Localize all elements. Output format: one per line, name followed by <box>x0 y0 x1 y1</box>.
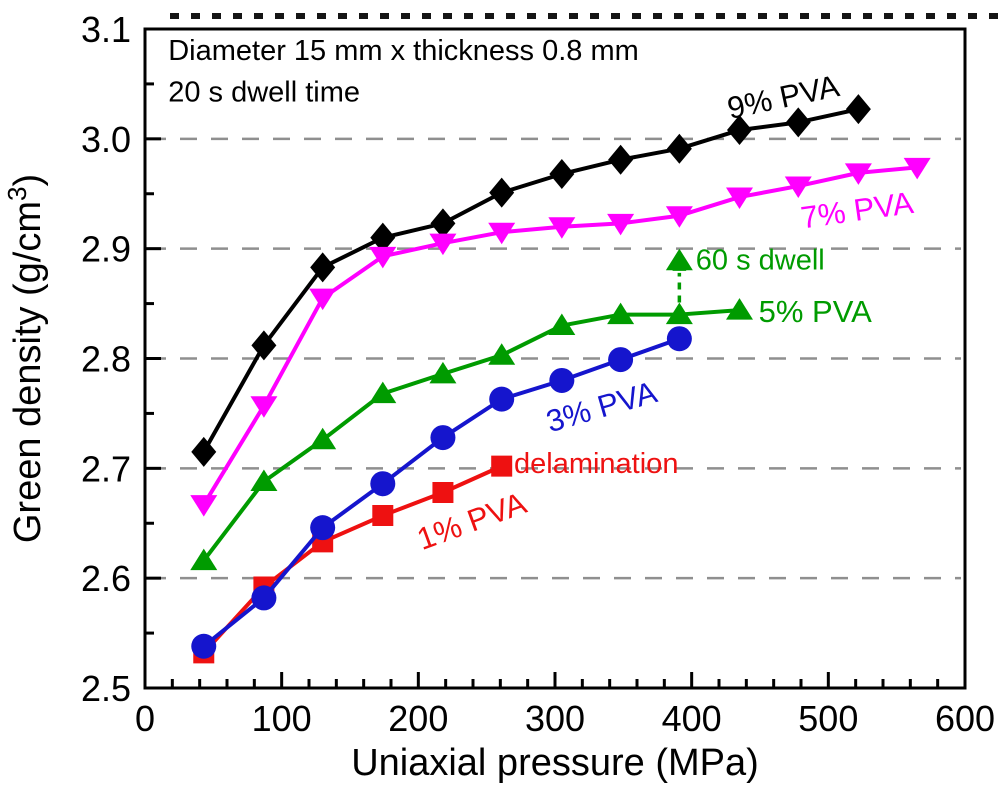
series-line <box>201 308 742 563</box>
marker-triangle-down <box>903 157 931 180</box>
series-line <box>201 107 861 454</box>
marker-triangle-down <box>726 187 753 210</box>
marker-triangle-down <box>488 222 516 245</box>
marker-diamond <box>549 158 575 189</box>
marker-diamond <box>666 133 692 164</box>
marker-triangle-up <box>488 343 516 365</box>
extra-point-60-s-dwell <box>665 248 693 271</box>
marker-circle <box>251 585 277 611</box>
marker-triangle-up <box>369 381 397 404</box>
y-tick-label: 3.0 <box>81 119 131 160</box>
marker-triangle-down <box>250 396 278 418</box>
x-tick-label: 0 <box>135 698 155 739</box>
marker-circle <box>489 386 515 412</box>
marker-circle <box>370 471 396 497</box>
series-1-pva <box>193 455 513 664</box>
marker-triangle-up <box>665 302 693 325</box>
marker-triangle-up <box>309 427 337 450</box>
x-tick-label: 600 <box>935 698 995 739</box>
marker-triangle-down <box>429 233 457 256</box>
y-tick-label: 2.5 <box>81 668 131 709</box>
marker-triangle-up <box>726 298 753 320</box>
series-5-pva <box>190 298 753 571</box>
marker-triangle-down <box>190 495 218 517</box>
marker-diamond <box>845 94 871 125</box>
y-tick-label: 2.8 <box>81 339 131 380</box>
series-7-pva <box>190 157 931 517</box>
marker-diamond <box>191 436 217 467</box>
x-tick-label: 400 <box>662 698 722 739</box>
y-axis-title: Green density (g/cm3) <box>2 174 49 543</box>
y-axis: 2.5 2.6 2.7 2.8 2.9 3.0 3.1 <box>81 9 161 709</box>
annotation-label-delam: delamination <box>514 448 678 480</box>
marker-diamond <box>727 115 752 146</box>
marker-triangle-up <box>429 361 457 384</box>
marker-triangle-down <box>369 246 397 269</box>
annotation-label-5-pva: 5% PVA <box>759 294 872 329</box>
annotation-info-line-1: Diameter 15 mm x thickness 0.8 mm <box>168 35 639 67</box>
marker-triangle-down <box>784 176 812 199</box>
marker-diamond <box>489 177 515 208</box>
marker-diamond <box>310 252 336 283</box>
y-tick-label: 3.1 <box>81 9 131 50</box>
marker-triangle-up <box>250 469 278 492</box>
series-9-pva <box>191 94 871 467</box>
marker-triangle-up <box>548 313 576 336</box>
annotation-info-line-2: 20 s dwell time <box>168 77 360 109</box>
marker-circle <box>310 515 336 541</box>
marker-triangle-down <box>844 163 872 185</box>
marker-triangle-down <box>309 288 337 311</box>
marker-triangle-down <box>665 206 693 228</box>
marker-diamond <box>370 222 396 253</box>
marker-triangle-down <box>548 217 576 239</box>
series-line <box>201 464 504 655</box>
marker-triangle-up <box>607 302 635 325</box>
marker-triangle-up <box>665 248 693 271</box>
annotation-label-60s: 60 s dwell <box>696 245 825 277</box>
y-tick-label: 2.6 <box>81 558 131 599</box>
marker-circle <box>191 633 217 659</box>
marker-circle <box>430 425 456 451</box>
x-tick-label: 500 <box>798 698 858 739</box>
marker-triangle-up <box>190 548 218 571</box>
y-tick-label: 2.9 <box>81 229 131 270</box>
marker-circle <box>608 347 634 373</box>
marker-diamond <box>251 330 277 361</box>
marker-square <box>432 481 454 503</box>
y-tick-label: 2.7 <box>81 448 131 489</box>
x-tick-label: 300 <box>525 698 585 739</box>
marker-triangle-down <box>607 213 635 236</box>
marker-diamond <box>430 208 456 239</box>
x-axis-title: Uniaxial pressure (MPa) <box>351 742 759 784</box>
marker-square <box>372 505 394 527</box>
series-3-pva <box>191 326 692 659</box>
marker-circle <box>549 367 575 393</box>
marker-circle <box>666 326 692 352</box>
marker-square <box>491 455 513 477</box>
x-tick-label: 200 <box>388 698 448 739</box>
x-tick-label: 100 <box>252 698 312 739</box>
marker-diamond <box>608 144 634 175</box>
marker-diamond <box>785 107 811 138</box>
annotation-label-7-pva: 7% PVA <box>799 185 916 235</box>
x-axis: 0 100 200 300 400 500 600 <box>135 672 995 739</box>
